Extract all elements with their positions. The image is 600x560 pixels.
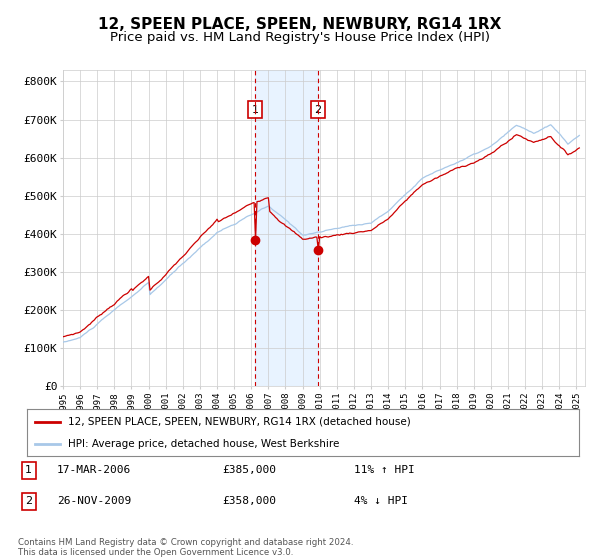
Text: 4% ↓ HPI: 4% ↓ HPI <box>354 496 408 506</box>
Text: 1: 1 <box>251 105 259 115</box>
Bar <box>255 70 318 386</box>
Text: Contains HM Land Registry data © Crown copyright and database right 2024.
This d: Contains HM Land Registry data © Crown c… <box>18 538 353 557</box>
Text: 2: 2 <box>314 105 322 115</box>
Text: £385,000: £385,000 <box>222 465 276 475</box>
Text: Price paid vs. HM Land Registry's House Price Index (HPI): Price paid vs. HM Land Registry's House … <box>110 31 490 44</box>
Text: £358,000: £358,000 <box>222 496 276 506</box>
Text: HPI: Average price, detached house, West Berkshire: HPI: Average price, detached house, West… <box>68 438 340 449</box>
Text: 2: 2 <box>25 496 32 506</box>
Text: 12, SPEEN PLACE, SPEEN, NEWBURY, RG14 1RX: 12, SPEEN PLACE, SPEEN, NEWBURY, RG14 1R… <box>98 17 502 32</box>
Text: 12, SPEEN PLACE, SPEEN, NEWBURY, RG14 1RX (detached house): 12, SPEEN PLACE, SPEEN, NEWBURY, RG14 1R… <box>68 417 411 427</box>
Text: 26-NOV-2009: 26-NOV-2009 <box>57 496 131 506</box>
Text: 17-MAR-2006: 17-MAR-2006 <box>57 465 131 475</box>
Text: 11% ↑ HPI: 11% ↑ HPI <box>354 465 415 475</box>
Text: 1: 1 <box>25 465 32 475</box>
